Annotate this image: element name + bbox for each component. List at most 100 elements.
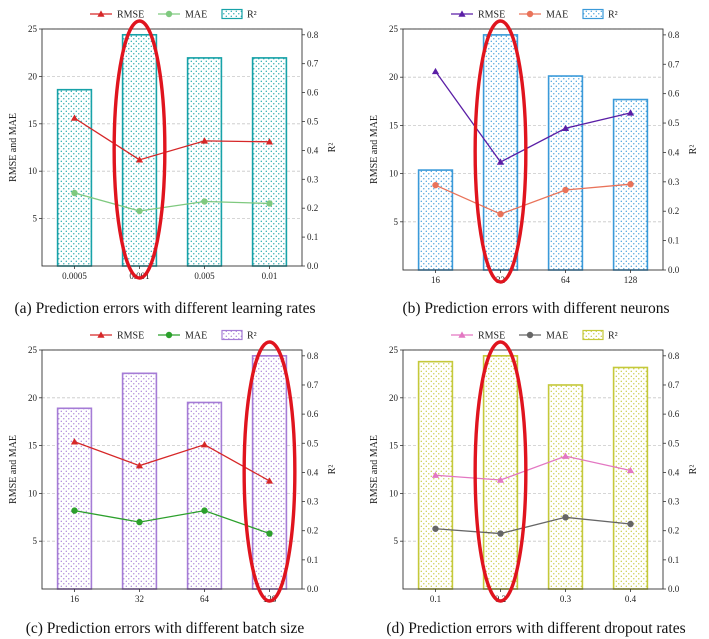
y-tick-label: 5 [33, 214, 38, 224]
y-tick-label: 25 [28, 24, 38, 34]
plot-frame [402, 349, 664, 590]
bar-r2 [251, 355, 288, 590]
y2-tick-label: 0.7 [307, 59, 319, 69]
y2-tick-label: 0.4 [307, 467, 319, 477]
y-tick-label: 5 [33, 536, 38, 546]
legend-rmse-label: RMSE [117, 10, 144, 21]
mae-line [74, 509, 270, 535]
y2-tick-label: 0.4 [307, 145, 319, 155]
bar-r2 [482, 34, 519, 271]
y2-tick-label: 0.6 [307, 409, 319, 419]
rmse-line [74, 117, 270, 161]
y2-tick-label: 0.0 [668, 265, 680, 275]
y-axis-label: RMSE and MAE [369, 115, 380, 184]
legend-r2-swatch [582, 8, 604, 20]
mae-point [497, 210, 504, 218]
y2-tick-label: 0.8 [668, 30, 680, 40]
x-tick-label: 32 [496, 275, 505, 285]
x-tick-label: 32 [135, 594, 144, 604]
legend-r2-label: R² [608, 331, 618, 342]
bar-r2 [56, 407, 93, 590]
y-tick-label: 10 [389, 169, 399, 179]
rmse-point [431, 67, 440, 75]
rmse-point [561, 452, 570, 459]
y2-axis-label: R² [688, 145, 699, 155]
y2-tick-label: 0.0 [307, 584, 319, 594]
rmse-point [200, 137, 209, 144]
y-tick-label: 10 [389, 488, 399, 498]
x-tick-label: 0.0005 [62, 271, 87, 281]
mae-point [71, 189, 78, 197]
y2-tick-label: 0.8 [668, 351, 680, 361]
y-tick-label: 5 [394, 536, 399, 546]
mae-point [71, 507, 78, 514]
y-tick-label: 15 [28, 441, 38, 451]
legend-r2-label: R² [247, 331, 257, 342]
rmse-point [496, 158, 505, 165]
y2-tick-label: 0.1 [307, 555, 318, 565]
rmse-line [434, 71, 631, 163]
bar-r2 [547, 75, 584, 271]
rmse-point [626, 466, 635, 474]
mae-point [201, 507, 208, 514]
mae-point [432, 525, 439, 532]
mae-point [497, 530, 504, 537]
rmse-point [70, 438, 79, 445]
mae-point [266, 530, 273, 537]
y-tick-label: 20 [389, 393, 399, 403]
x-tick-label: 16 [431, 275, 441, 285]
legend-mae-label: MAE [185, 10, 207, 21]
y2-tick-label: 0.5 [307, 438, 319, 448]
mae-point [266, 200, 273, 207]
y2-tick-label: 0.8 [307, 351, 319, 361]
chart-panel-b: 5 10 15 20 25 0.0 0.1 0.2 0.3 0.4 0.5 0.6 0.7 0.8 16 32… [369, 8, 699, 317]
y2-tick-label: 0.0 [307, 261, 319, 271]
legend-rmse-marker [97, 331, 105, 338]
rmse-point [561, 124, 570, 131]
rmse-point [70, 114, 79, 121]
highlight-ellipse [473, 19, 528, 284]
legend-r2-label: R² [247, 10, 257, 21]
y-tick-label: 25 [389, 24, 399, 34]
panel-caption: (b) Prediction errors with different neu… [402, 300, 669, 317]
x-tick-label: 64 [200, 594, 210, 604]
x-tick-label: 128 [263, 594, 277, 604]
y-tick-label: 10 [28, 488, 38, 498]
y2-tick-label: 0.1 [668, 555, 679, 565]
legend-mae-marker [165, 10, 173, 18]
panel-caption: (c) Prediction errors with different bat… [26, 620, 305, 637]
legend-rmse-label: RMSE [478, 10, 505, 21]
y2-tick-label: 0.2 [307, 526, 318, 536]
bar-r2 [186, 57, 223, 267]
bar-r2 [612, 366, 649, 590]
rmse-point [200, 441, 209, 448]
x-tick-label: 16 [70, 594, 80, 604]
highlight-ellipse [473, 340, 528, 603]
plot-frame [41, 28, 303, 267]
x-tick-label: 0.2 [495, 594, 506, 604]
y-tick-label: 15 [28, 119, 38, 129]
legend-mae-label: MAE [546, 10, 568, 21]
rmse-point [496, 476, 505, 483]
y-axis-label: RMSE and MAE [8, 113, 19, 182]
mae-line [435, 516, 631, 535]
plot-frame [41, 349, 303, 590]
legend-rmse-marker [458, 10, 466, 17]
y-tick-label: 20 [28, 71, 38, 81]
y2-tick-label: 0.2 [307, 203, 318, 213]
mae-point [627, 181, 634, 188]
rmse-point [265, 138, 274, 145]
rmse-point [135, 462, 144, 469]
mae-point [201, 198, 208, 205]
mae-point [432, 181, 439, 189]
y-tick-label: 20 [28, 393, 38, 403]
bar-r2 [251, 57, 288, 267]
x-tick-label: 0.005 [194, 271, 215, 281]
legend-rmse-marker [97, 10, 105, 17]
x-tick-label: 0.3 [560, 594, 572, 604]
highlight-ellipse [112, 19, 167, 280]
y2-tick-label: 0.7 [668, 380, 680, 390]
bar-r2 [547, 384, 584, 590]
y2-tick-label: 0.1 [668, 236, 679, 246]
